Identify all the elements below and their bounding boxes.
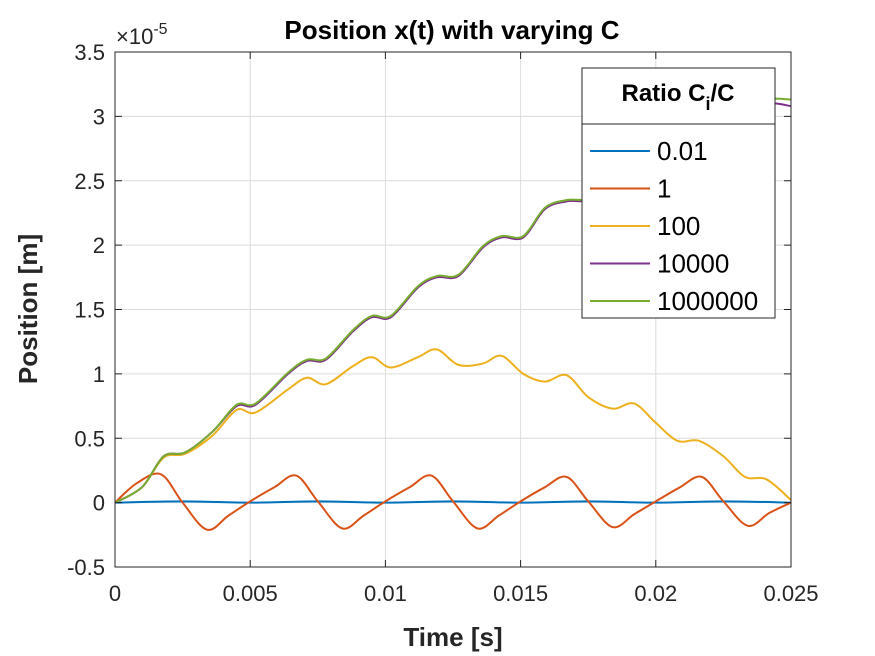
legend-box — [581, 67, 776, 319]
y-tick-label: 3.5 — [74, 40, 105, 65]
y-tick-label: 3 — [93, 104, 105, 129]
y-tick-label: 0.5 — [74, 426, 105, 451]
tick-marks — [114, 51, 792, 568]
y-tick-label: -0.5 — [67, 555, 105, 580]
x-tick-label: 0.01 — [364, 581, 407, 606]
legend-title: Ratio Ci/C — [621, 80, 734, 114]
legend[interactable]: Ratio Ci/C 0.01 1 100 10000 1000000 — [581, 67, 776, 319]
y-tick-label: 1.5 — [74, 298, 105, 323]
x-tick-label: 0.025 — [763, 581, 818, 606]
y-axis-label: Position [m] — [13, 234, 43, 384]
y-tick-label: 2.5 — [74, 169, 105, 194]
series-line-100 — [114, 348, 792, 504]
y-tick-label: 1 — [93, 362, 105, 387]
x-tick-label: 0 — [109, 581, 121, 606]
legend-label: 1000000 — [657, 286, 758, 316]
y-tick-label: 2 — [93, 233, 105, 258]
series-line-1 — [114, 472, 792, 531]
y-tick-label: 0 — [93, 491, 105, 516]
legend-label: 100 — [657, 211, 700, 241]
x-tick-label: 0.02 — [634, 581, 677, 606]
legend-entries: 0.01 1 100 10000 1000000 — [590, 136, 758, 316]
y-exponent: ×10-5 — [116, 21, 168, 49]
x-tick-labels: 0 0.005 0.01 0.015 0.02 0.025 — [109, 581, 819, 606]
legend-label: 0.01 — [657, 136, 708, 166]
legend-label: 10000 — [657, 249, 729, 279]
chart-title: Position x(t) with varying C — [284, 15, 619, 45]
y-tick-labels: -0.5 0 0.5 1 1.5 2 2.5 3 3.5 — [67, 40, 105, 580]
legend-label: 1 — [657, 174, 671, 204]
x-axis-label: Time [s] — [403, 622, 502, 652]
x-tick-label: 0.005 — [223, 581, 278, 606]
x-tick-label: 0.015 — [493, 581, 548, 606]
